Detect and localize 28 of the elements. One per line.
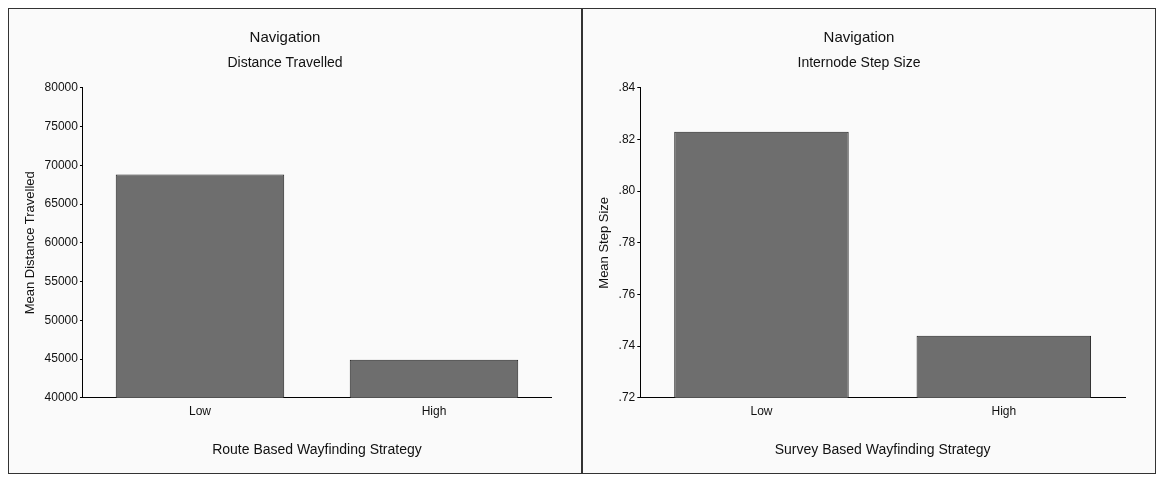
y-tick-label: 75000 bbox=[44, 118, 79, 133]
y-tick-label: .84 bbox=[618, 80, 636, 95]
y-tick-label: 55000 bbox=[44, 273, 79, 288]
x-axis-title: Survey Based Wayfinding Strategy bbox=[774, 441, 991, 458]
chart-title: Navigation bbox=[249, 28, 321, 46]
chart-subtitle: Internode Step Size bbox=[797, 54, 921, 71]
y-tick-label: .80 bbox=[618, 183, 636, 198]
y-tick-label: 45000 bbox=[44, 351, 79, 366]
y-tick-label: .74 bbox=[618, 338, 636, 353]
y-tick-label: 50000 bbox=[44, 312, 79, 327]
y-tick-label: .72 bbox=[618, 390, 636, 405]
y-tick-label: .82 bbox=[618, 131, 636, 146]
y-tick-label: .76 bbox=[618, 286, 636, 301]
chart-subtitle: Distance Travelled bbox=[227, 54, 343, 71]
x-tick-label: High bbox=[991, 404, 1017, 419]
y-axis-title: Mean Step Size bbox=[596, 196, 612, 289]
y-tick-label: 60000 bbox=[44, 235, 79, 250]
chart-title: Navigation bbox=[823, 28, 895, 46]
y-tick-label: 70000 bbox=[44, 157, 79, 172]
x-axis-title: Route Based Wayfinding Strategy bbox=[212, 441, 422, 458]
y-axis-title: Mean Distance Travelled bbox=[22, 171, 38, 315]
y-tick-label: .78 bbox=[618, 235, 636, 250]
y-tick-label: 40000 bbox=[44, 390, 79, 405]
x-tick-label: Low bbox=[188, 404, 212, 419]
y-tick-label: 65000 bbox=[44, 196, 79, 211]
x-tick-label: High bbox=[421, 404, 447, 419]
y-tick-label: 80000 bbox=[44, 80, 79, 95]
x-tick-label: Low bbox=[750, 404, 773, 419]
